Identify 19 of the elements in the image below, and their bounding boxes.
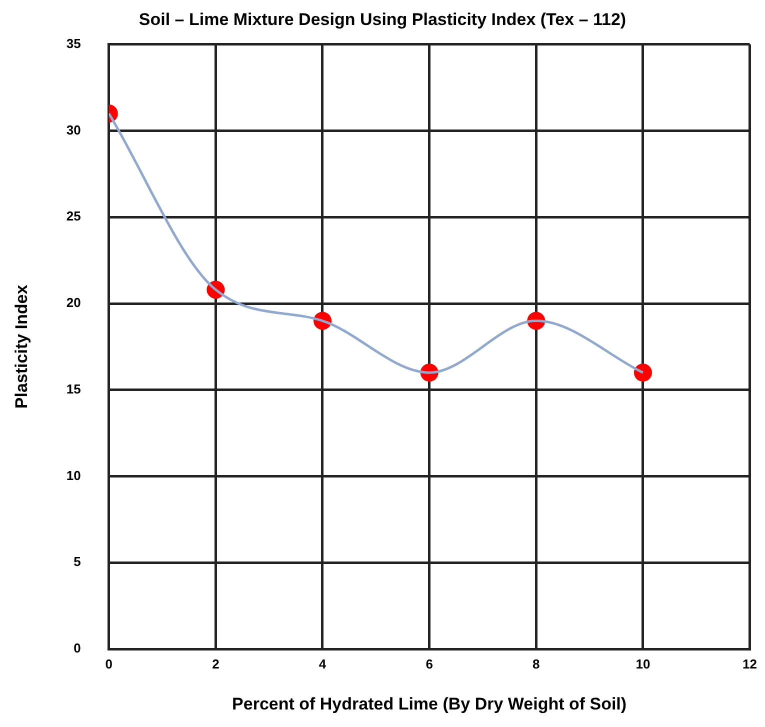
x-tick-label: 0: [105, 656, 112, 672]
y-tick-label: 25: [66, 208, 81, 224]
y-tick-label: 5: [74, 554, 81, 570]
chart-title: Soil – Lime Mixture Design Using Plasticity Index (Tex – 112): [138, 10, 626, 29]
point: [634, 364, 652, 382]
x-tick-label: 10: [636, 656, 650, 672]
y-tick-label: 10: [66, 468, 81, 483]
y-tick-label: 0: [74, 640, 81, 656]
y-axis-title: Plasticity Index: [12, 284, 31, 409]
x-tick-label: 12: [742, 656, 758, 672]
y-tick-label: 20: [66, 295, 81, 310]
x-tick-label: 6: [426, 656, 433, 672]
x-tick-label: 8: [532, 656, 540, 672]
x-axis-title: Percent of Hydrated Lime (By Dry Weight of Soil): [232, 694, 627, 714]
y-tick-label: 30: [66, 122, 81, 138]
y-tick-label: 35: [66, 36, 81, 51]
x-tick-label: 4: [318, 656, 327, 672]
x-tick-label: 2: [212, 656, 220, 672]
y-tick-label: 15: [66, 381, 81, 396]
